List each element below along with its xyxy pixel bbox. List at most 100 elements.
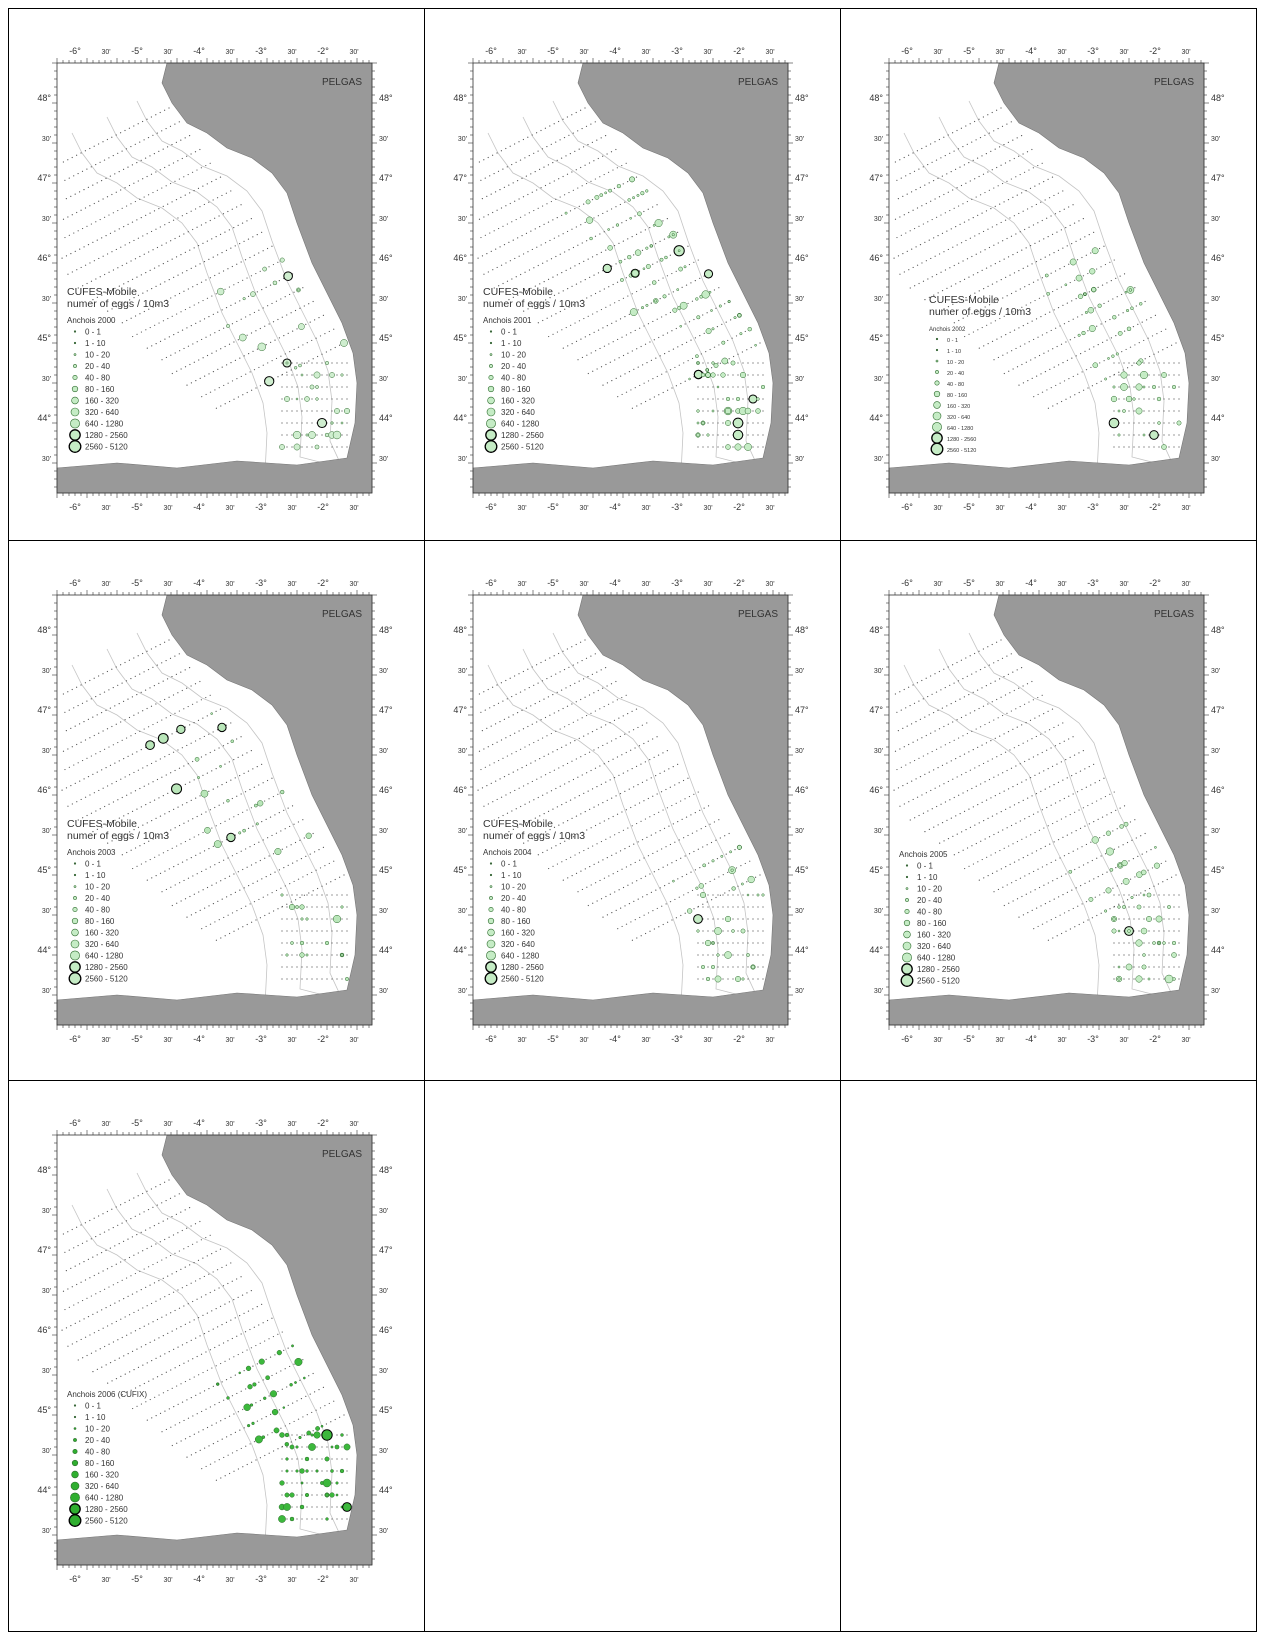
station — [546, 849, 548, 851]
egg-density — [698, 883, 705, 889]
station — [1075, 298, 1077, 300]
egg-density — [564, 211, 568, 215]
station — [208, 790, 210, 793]
station — [671, 919, 673, 921]
station — [590, 123, 592, 125]
lon-label: -3° — [255, 502, 267, 512]
station — [293, 291, 295, 293]
station — [273, 910, 275, 912]
station — [86, 700, 88, 702]
station — [715, 839, 717, 841]
station — [155, 817, 157, 820]
station — [527, 308, 529, 310]
station — [997, 242, 999, 244]
station — [203, 261, 206, 263]
station — [291, 894, 293, 896]
station — [1049, 311, 1051, 313]
station — [1082, 217, 1084, 220]
station — [600, 726, 602, 728]
station — [165, 831, 167, 833]
station — [946, 230, 948, 232]
station — [727, 362, 729, 364]
station — [495, 248, 497, 250]
station — [949, 209, 951, 212]
station — [1069, 224, 1071, 226]
legend-symbol — [935, 348, 939, 352]
station — [98, 143, 100, 145]
station — [103, 159, 106, 161]
lon-label: -3° — [255, 46, 267, 56]
station — [530, 287, 532, 289]
station — [757, 362, 759, 364]
station — [109, 764, 112, 766]
station — [612, 758, 614, 760]
station — [136, 694, 138, 696]
legend-symbol — [931, 432, 943, 444]
legend-label: 2560 - 5120 — [947, 448, 976, 454]
station — [653, 928, 655, 930]
station — [247, 295, 250, 297]
station — [999, 203, 1001, 205]
station — [162, 680, 164, 682]
egg-density — [705, 328, 712, 335]
lat-label: 30' — [42, 988, 51, 995]
station — [484, 234, 486, 236]
station — [1133, 374, 1135, 376]
station — [130, 677, 132, 680]
station — [124, 776, 126, 778]
station — [912, 209, 914, 211]
lat-label: 30' — [874, 136, 883, 143]
station — [300, 858, 303, 860]
station — [200, 281, 203, 283]
station — [321, 362, 323, 364]
lat-label: 46° — [1211, 253, 1225, 263]
lat-label: 48° — [869, 93, 883, 103]
station — [527, 193, 529, 196]
station — [1106, 282, 1108, 284]
map: -6°-6°30'30'-5°-5°30'30'-4°-4°30'30'-3°-… — [869, 46, 1225, 512]
station — [239, 775, 241, 777]
station — [196, 169, 198, 171]
station — [306, 906, 308, 908]
station — [762, 930, 764, 932]
station — [225, 192, 227, 194]
station — [649, 816, 651, 818]
egg-density — [1111, 354, 1115, 358]
station — [114, 173, 116, 175]
station — [727, 930, 729, 932]
station — [286, 903, 288, 905]
station — [559, 671, 561, 673]
station — [99, 750, 101, 753]
station — [241, 754, 244, 756]
station — [531, 666, 533, 668]
station — [688, 321, 691, 323]
station — [205, 279, 207, 281]
legend-symbol — [71, 396, 79, 405]
station — [994, 262, 996, 265]
lat-label: 48° — [1211, 93, 1225, 103]
legend-symbol — [73, 330, 77, 333]
egg-density — [1088, 325, 1096, 332]
station — [987, 343, 989, 345]
egg-density — [279, 257, 285, 263]
station — [1020, 135, 1023, 137]
station — [943, 193, 945, 196]
station — [662, 923, 664, 926]
station — [155, 646, 157, 648]
station — [553, 769, 555, 771]
station — [1085, 254, 1087, 256]
lat-label: 46° — [379, 253, 393, 263]
station — [336, 422, 338, 424]
station — [1069, 281, 1071, 284]
station — [311, 942, 313, 944]
station — [592, 313, 594, 315]
station — [615, 148, 617, 151]
lat-label: 45° — [37, 333, 51, 343]
lat-label: 30' — [379, 828, 388, 835]
station — [311, 954, 313, 956]
station — [656, 318, 658, 320]
station — [343, 874, 345, 876]
egg-density — [651, 280, 657, 285]
station — [146, 765, 148, 767]
egg-density — [710, 309, 713, 312]
